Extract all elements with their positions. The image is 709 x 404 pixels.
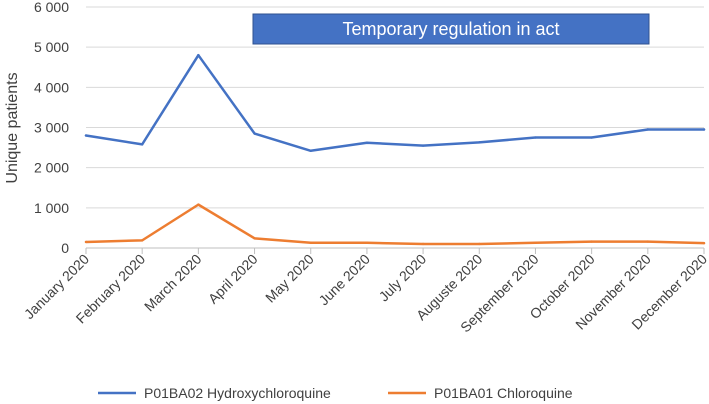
x-tick-label: April 2020 — [205, 251, 261, 307]
data-point — [365, 241, 369, 244]
data-point — [253, 132, 256, 135]
x-tick-label: July 2020 — [376, 251, 430, 305]
legend: P01BA02 Hydroxychloroquine P01BA01 Chloro… — [98, 385, 573, 401]
data-point — [702, 241, 706, 245]
data-point — [590, 240, 593, 243]
y-tick-label: 6 000 — [34, 0, 69, 15]
series-chloroquine — [84, 203, 706, 246]
data-point — [197, 54, 200, 57]
y-axis-ticks: 0 1 000 2 000 3 000 4 000 5 000 6 000 — [34, 0, 69, 256]
data-point — [84, 240, 88, 244]
annotation-box — [252, 13, 650, 45]
series-hydroxychloroquine — [84, 53, 706, 153]
data-point — [309, 241, 312, 244]
data-point — [421, 144, 425, 147]
annotation-text: Temporary regulation in act — [342, 19, 559, 39]
annotation-banner: Temporary regulation in act — [252, 13, 650, 45]
data-point — [702, 128, 706, 131]
y-tick-label: 3 000 — [34, 120, 69, 136]
data-point — [84, 134, 88, 137]
data-point — [309, 149, 312, 152]
y-tick-label: 2 000 — [34, 160, 69, 176]
data-point — [253, 237, 256, 240]
legend-label: P01BA01 Chloroquine — [434, 385, 573, 401]
data-point — [478, 242, 481, 246]
x-axis — [85, 247, 705, 254]
data-point — [140, 239, 144, 242]
legend-item: P01BA02 Hydroxychloroquine — [98, 385, 331, 401]
legend-label: P01BA02 Hydroxychloroquine — [144, 385, 331, 401]
data-point — [590, 136, 593, 139]
series-line — [84, 53, 706, 153]
data-point — [646, 240, 650, 243]
series-lines — [84, 53, 706, 246]
gridlines — [86, 6, 704, 209]
y-tick-label: 4 000 — [34, 79, 69, 95]
data-point — [534, 241, 537, 244]
x-tick-label: June 2020 — [315, 251, 373, 309]
data-point — [646, 128, 650, 131]
x-tick-label: May 2020 — [262, 251, 317, 306]
y-tick-label: 5 000 — [34, 39, 69, 55]
data-point — [365, 141, 369, 144]
data-point — [197, 203, 200, 206]
data-point — [478, 141, 481, 144]
series-line — [84, 203, 706, 246]
data-point — [140, 143, 144, 146]
data-point — [534, 136, 537, 139]
y-axis-label: Unique patients — [4, 72, 21, 183]
y-tick-label: 1 000 — [34, 200, 69, 216]
y-tick-label: 0 — [61, 240, 69, 256]
x-tick-label: March 2020 — [141, 251, 205, 315]
data-point — [421, 242, 425, 246]
legend-item: P01BA01 Chloroquine — [388, 385, 573, 401]
